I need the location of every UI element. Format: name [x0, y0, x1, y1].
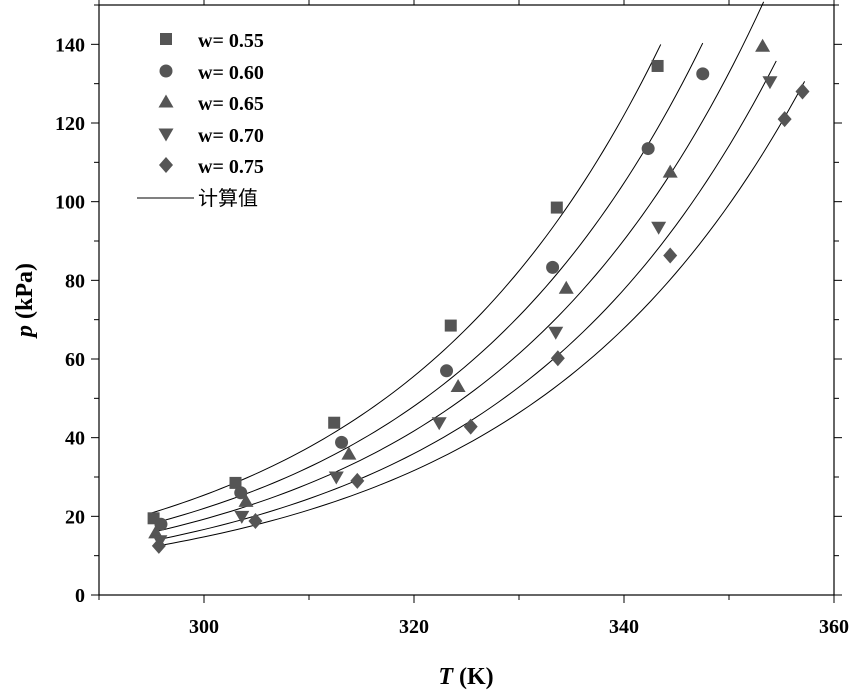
data-point-3-6: [762, 76, 778, 90]
fit-curves: [151, 1, 806, 547]
data-point-4-1: [248, 513, 263, 530]
data-point-1-2: [335, 435, 349, 449]
data-point-0-4: [550, 201, 563, 214]
x-tick-label: 360: [819, 616, 849, 638]
y-tick-label: 0: [75, 585, 85, 607]
legend-marker-2: [158, 94, 174, 108]
y-tick-label: 140: [55, 34, 85, 56]
data-point-4-3: [463, 418, 478, 435]
legend-label-1: w= 0.60: [198, 62, 264, 84]
x-tick-label: 300: [189, 616, 219, 638]
x-axis-title: T (K): [438, 664, 493, 690]
data-point-3-1: [234, 510, 250, 524]
data-point-0-5: [651, 59, 664, 72]
legend-label-fit: 计算值: [198, 186, 258, 210]
data-point-4-5: [663, 247, 678, 264]
data-point-2-6: [755, 38, 771, 52]
legend-marker-0: [160, 33, 172, 45]
data-point-4-4: [550, 350, 565, 367]
data-point-4-7: [795, 83, 810, 100]
data-point-0-3: [444, 319, 457, 332]
y-tick-label: 120: [55, 113, 85, 135]
data-point-3-2: [328, 471, 344, 485]
fit-curve-1: [156, 42, 704, 523]
x-axis: 300 320 340 360: [98, 0, 849, 638]
data-point-0-2: [328, 416, 341, 429]
data-point-2-1: [238, 493, 254, 507]
data-point-1-3: [440, 364, 454, 378]
data-point-4-2: [350, 472, 365, 489]
data-point-1-4: [546, 260, 560, 274]
data-point-4-0: [151, 537, 166, 554]
data-point-3-5: [651, 221, 667, 235]
data-point-1-1: [234, 486, 248, 500]
data-markers: [147, 38, 810, 554]
y-tick-label: 40: [65, 428, 85, 450]
data-point-2-0: [148, 525, 164, 539]
legend-label-4: w= 0.75: [198, 156, 264, 178]
data-point-2-3: [450, 379, 466, 393]
legend-marker-3: [158, 128, 174, 142]
legend-label-2: w= 0.65: [198, 93, 264, 115]
data-point-2-4: [558, 280, 574, 294]
y-tick-label: 60: [65, 349, 85, 371]
y-tick-label: 100: [55, 192, 85, 214]
x-tick-label: 320: [399, 616, 429, 638]
legend: w= 0.55 w= 0.60 w= 0.65 w= 0.70 w= 0.75 …: [137, 30, 264, 210]
data-point-2-2: [341, 446, 357, 460]
data-point-0-1: [229, 476, 242, 489]
data-point-1-0: [154, 517, 168, 531]
legend-marker-1: [159, 64, 173, 78]
data-point-2-5: [662, 164, 678, 178]
legend-marker-4: [159, 157, 173, 173]
legend-label-3: w= 0.70: [198, 125, 264, 147]
data-point-1-5: [641, 142, 655, 156]
y-tick-label: 80: [65, 270, 85, 292]
y-axis: 0 20 40 60 80 100 120 140: [55, 4, 842, 607]
y-tick-label: 20: [65, 506, 85, 528]
fit-curve-4: [156, 81, 806, 547]
data-point-3-3: [431, 417, 447, 431]
x-tick-label: 340: [609, 616, 639, 638]
legend-label-0: w= 0.55: [198, 30, 264, 52]
fit-curve-2: [154, 1, 765, 533]
data-point-4-6: [777, 111, 792, 128]
plot-frame: [98, 4, 835, 596]
data-point-1-6: [696, 67, 710, 81]
y-axis-title: p (kPa): [12, 263, 38, 339]
data-point-3-4: [548, 326, 564, 340]
